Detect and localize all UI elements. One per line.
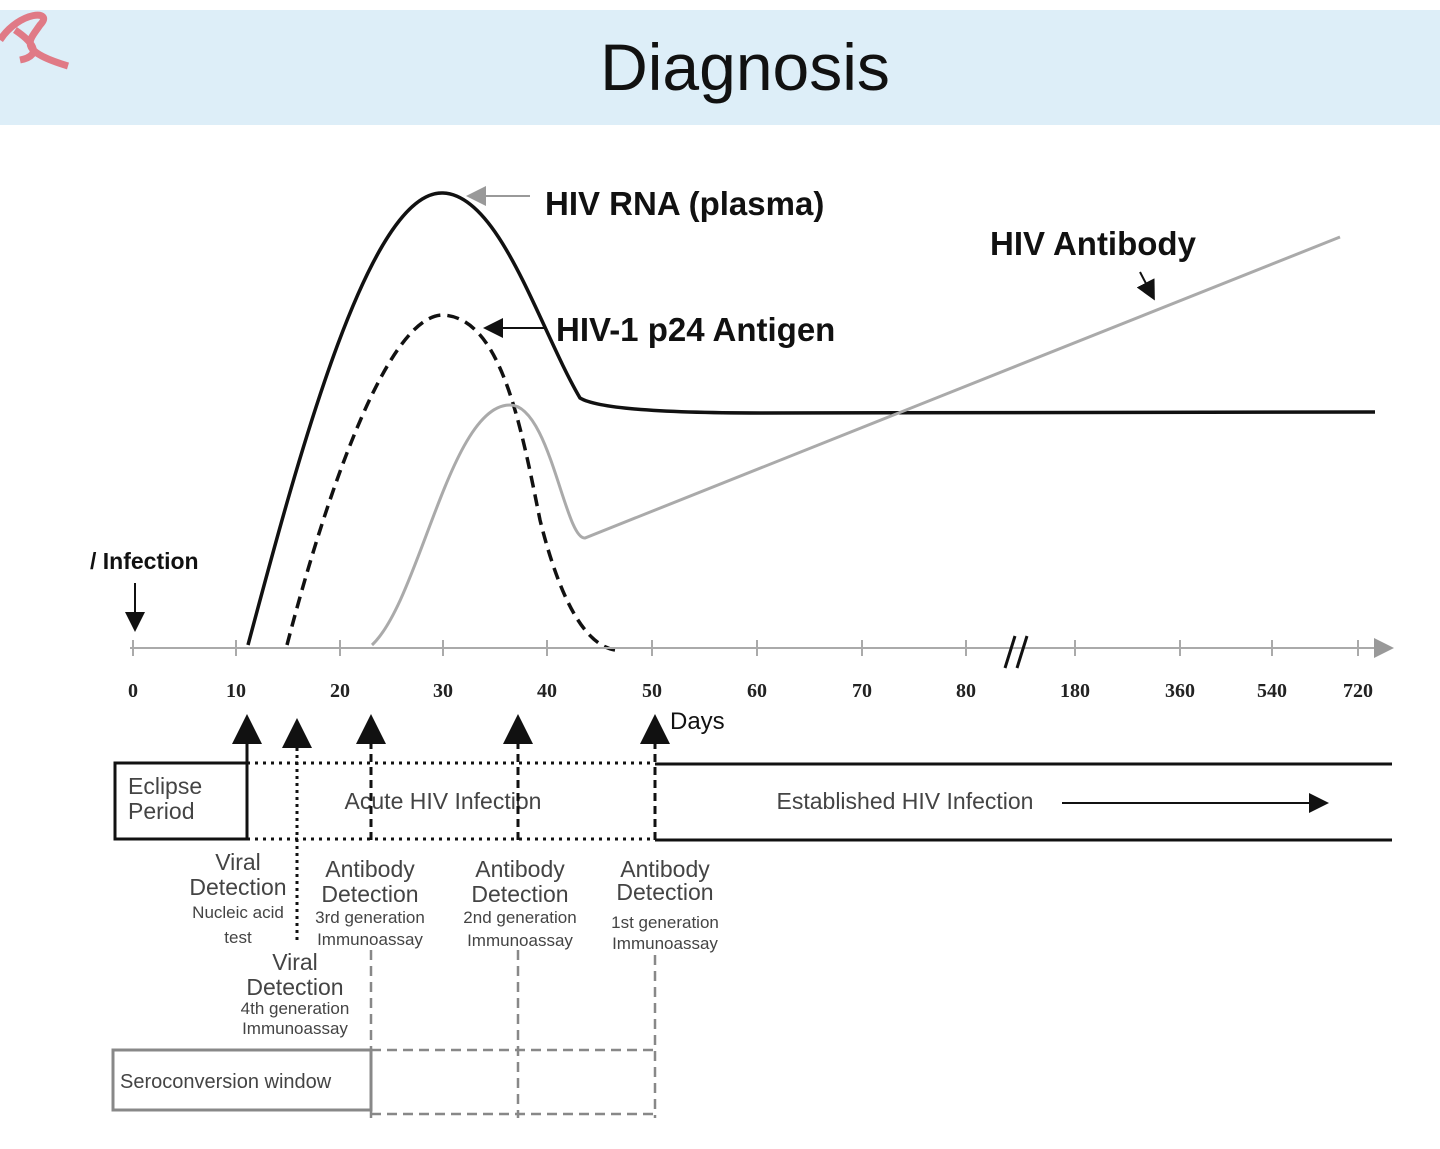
eclipse-label: Eclipse <box>128 773 202 799</box>
tick-label: 10 <box>226 680 246 702</box>
window-label: Seroconversion window <box>120 1071 332 1093</box>
detection-label: Detection <box>471 881 568 907</box>
detection-label: Immunoassay <box>317 930 423 949</box>
detection-label: Viral <box>215 849 261 875</box>
detection-label: Detection <box>189 874 286 900</box>
detection-label: Detection <box>616 879 713 905</box>
detection-label: test <box>224 928 252 947</box>
detection-label: 4th generation <box>241 999 350 1018</box>
tick-label: 20 <box>330 680 350 702</box>
tick-label: 720 <box>1343 680 1373 702</box>
detection-label: Antibody <box>620 856 710 882</box>
tick-label: 360 <box>1165 680 1195 702</box>
detection-label: Immunoassay <box>242 1019 348 1038</box>
infection-label: / Infection <box>90 548 199 574</box>
tick-label: 40 <box>537 680 557 702</box>
p24-label: HIV-1 p24 Antigen <box>556 311 835 348</box>
ticks: 0 10 20 30 40 50 60 70 80 180 360 540 720 <box>128 640 1373 702</box>
logo <box>0 11 70 70</box>
established-label: Established HIV Infection <box>777 788 1034 814</box>
detection-label: 3rd generation <box>315 908 425 927</box>
axis-break <box>1003 635 1029 669</box>
window-box <box>111 1048 373 1112</box>
acute-label: Acute HIV Infection <box>345 788 542 814</box>
axis-title: Days <box>670 708 725 735</box>
eclipse-label: Period <box>128 798 194 824</box>
detection-label: Antibody <box>325 856 415 882</box>
detection-label: 1st generation <box>611 913 719 932</box>
detection-label: Detection <box>321 881 418 907</box>
detection-label: Viral <box>272 949 318 975</box>
detection-label: Antibody <box>475 856 565 882</box>
window-lines <box>369 950 657 1118</box>
pointer <box>1136 271 1155 301</box>
rna-curve <box>246 191 1376 646</box>
tick-label: 0 <box>128 680 138 702</box>
detection-label: Nucleic acid <box>192 903 284 922</box>
p24-curve <box>285 313 616 652</box>
antibody-curve <box>370 235 1341 647</box>
tick-label: 50 <box>642 680 662 702</box>
tick-label: 60 <box>747 680 767 702</box>
rna-label: HIV RNA (plasma) <box>545 185 824 222</box>
header-band <box>0 10 1440 125</box>
antibody-label: HIV Antibody <box>990 225 1197 262</box>
tick-label: 180 <box>1060 680 1090 702</box>
detection-label: 2nd generation <box>463 908 576 927</box>
title: Diagnosis <box>600 30 890 104</box>
tick-label: 70 <box>852 680 872 702</box>
tick-label: 80 <box>956 680 976 702</box>
tick-label: 30 <box>433 680 453 702</box>
detection-label: Immunoassay <box>612 934 718 953</box>
tick-label: 540 <box>1257 680 1287 702</box>
detection-label: Immunoassay <box>467 931 573 950</box>
detection-label: Detection <box>246 974 343 1000</box>
